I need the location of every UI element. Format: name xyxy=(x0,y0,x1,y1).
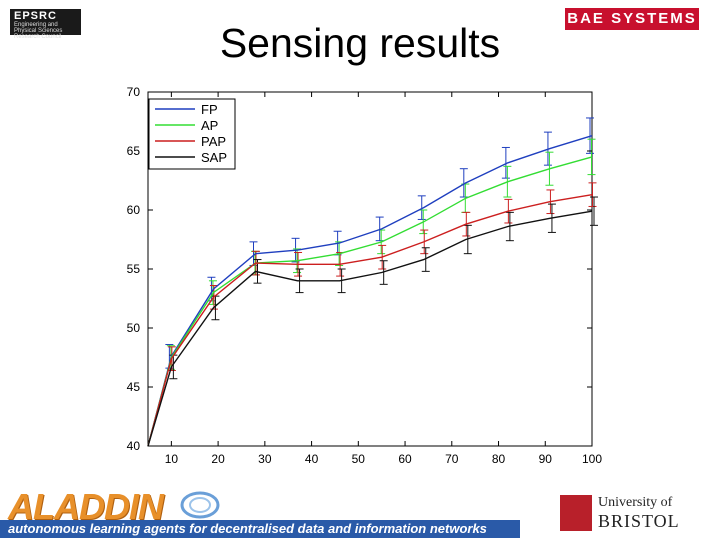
x-tick-label: 50 xyxy=(352,452,366,466)
legend-label: PAP xyxy=(201,134,226,149)
legend-label: FP xyxy=(201,102,218,117)
bae-systems-logo: BAE SYSTEMS xyxy=(565,8,699,30)
bristol-line1: University of xyxy=(598,495,673,510)
series-lines xyxy=(147,135,593,447)
bristol-line2: BRISTOL xyxy=(598,511,680,531)
swirl-icon xyxy=(180,491,220,519)
series-line-fp xyxy=(147,135,593,447)
series-line-sap xyxy=(147,210,593,447)
epsrc-logo-name: EPSRC xyxy=(14,10,57,22)
y-tick-label: 60 xyxy=(127,203,141,217)
slide-title-text: Sensing results xyxy=(219,20,501,66)
y-tick-label: 40 xyxy=(127,439,141,453)
series-line-ap xyxy=(147,156,593,447)
x-tick-label: 40 xyxy=(305,452,319,466)
epsrc-logo-subtitle: Engineering and Physical Sciences Resear… xyxy=(14,22,63,40)
slide-title: Sensing results xyxy=(0,20,720,67)
x-tick-label: 20 xyxy=(211,452,225,466)
x-tick-label: 80 xyxy=(492,452,506,466)
y-tick-label: 70 xyxy=(127,85,141,99)
epsrc-logo: EPSRC Engineering and Physical Sciences … xyxy=(10,9,81,40)
aladdin-logo-text: ALADDIN xyxy=(8,486,164,527)
x-tick-label: 10 xyxy=(165,452,179,466)
series-line-pap xyxy=(147,194,593,447)
aladdin-tagline: autonomous learning agents for decentral… xyxy=(0,520,520,538)
y-tick-label: 45 xyxy=(127,380,141,394)
x-tick-label: 100 xyxy=(582,452,602,466)
legend-label: SAP xyxy=(201,150,227,165)
bristol-crest-icon xyxy=(560,495,592,531)
y-axis-ticks: 40 45 50 55 60 65 70 xyxy=(127,85,592,453)
aladdin-logo: ALADDIN xyxy=(8,486,220,527)
x-tick-label: 90 xyxy=(539,452,553,466)
x-tick-label: 30 xyxy=(258,452,272,466)
x-axis-ticks: 10 20 30 40 50 60 70 80 90 100 xyxy=(165,92,602,466)
y-tick-label: 65 xyxy=(127,144,141,158)
legend-label: AP xyxy=(201,118,218,133)
y-tick-label: 55 xyxy=(127,262,141,276)
bristol-logo: University of BRISTOL xyxy=(560,493,690,533)
x-tick-label: 70 xyxy=(445,452,459,466)
x-tick-label: 60 xyxy=(398,452,412,466)
y-tick-label: 50 xyxy=(127,321,141,335)
